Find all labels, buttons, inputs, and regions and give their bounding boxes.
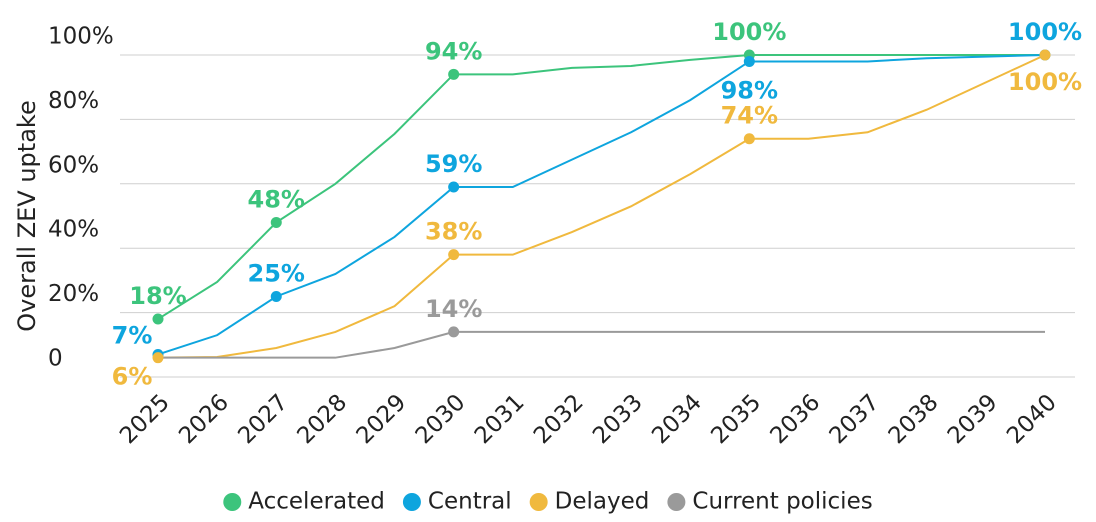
y-tick-label: 100% (48, 24, 114, 50)
data-label: 6% (112, 363, 153, 391)
data-point (152, 313, 164, 325)
legend-label: Accelerated (248, 489, 385, 515)
data-point (743, 55, 755, 67)
y-tick-label: 60% (48, 152, 99, 178)
series-line (157, 54, 1045, 320)
x-tick-label: 2036 (766, 389, 826, 449)
series-line (157, 54, 1046, 359)
data-label: 100% (1008, 18, 1082, 46)
legend-swatch (529, 493, 548, 511)
data-label: 48% (248, 185, 305, 213)
legend-swatch (402, 493, 421, 511)
data-point (270, 291, 282, 302)
x-tick-label: 2027 (233, 389, 293, 449)
data-label: 74% (721, 102, 778, 130)
x-tick-label: 2030 (411, 389, 471, 449)
x-tick-label: 2031 (470, 389, 530, 449)
legend-swatch (223, 493, 242, 511)
x-tick-label: 2032 (529, 389, 589, 449)
data-point (743, 133, 755, 145)
y-tick-label: 40% (48, 217, 99, 243)
x-tick-label: 2034 (647, 389, 707, 449)
x-tick-label: 2040 (1002, 389, 1062, 449)
data-label: 94% (425, 37, 482, 65)
x-tick-label: 2025 (115, 389, 175, 449)
x-tick-label: 2033 (588, 389, 648, 449)
data-point (448, 249, 460, 261)
series-line (158, 330, 1045, 359)
legend-label: Current policies (692, 489, 872, 515)
data-point (448, 181, 460, 193)
data-label: 100% (1008, 68, 1082, 96)
x-tick-label: 2026 (174, 389, 234, 449)
data-label: 7% (112, 321, 153, 349)
data-point (448, 68, 460, 80)
series-line (157, 54, 1046, 356)
x-tick-label: 2038 (884, 389, 944, 449)
y-tick-label: 20% (48, 281, 99, 307)
data-label: 14% (425, 295, 482, 323)
y-axis-title: Overall ZEV uptake (13, 100, 41, 331)
y-tick-label: 0 (48, 346, 63, 372)
data-label: 98% (721, 76, 778, 104)
data-label: 100% (712, 18, 786, 46)
x-tick-label: 2037 (825, 389, 885, 449)
data-point (1039, 49, 1051, 61)
y-tick-label: 80% (48, 88, 99, 114)
x-tick-label: 2039 (943, 389, 1003, 449)
data-point (270, 216, 282, 228)
x-tick-label: 2035 (706, 389, 766, 449)
legend: Accelerated Central Delayed Current policie… (223, 489, 873, 515)
x-tick-label: 2029 (352, 389, 412, 449)
data-point (152, 352, 164, 364)
legend-label: Central (428, 489, 512, 515)
legend-swatch (667, 493, 686, 511)
x-tick-label: 2028 (292, 389, 352, 449)
legend-label: Delayed (555, 489, 650, 515)
data-point (448, 326, 460, 338)
data-label: 59% (425, 150, 482, 178)
data-label: 38% (425, 218, 482, 246)
data-label: 18% (129, 282, 186, 310)
data-label: 25% (248, 260, 305, 288)
